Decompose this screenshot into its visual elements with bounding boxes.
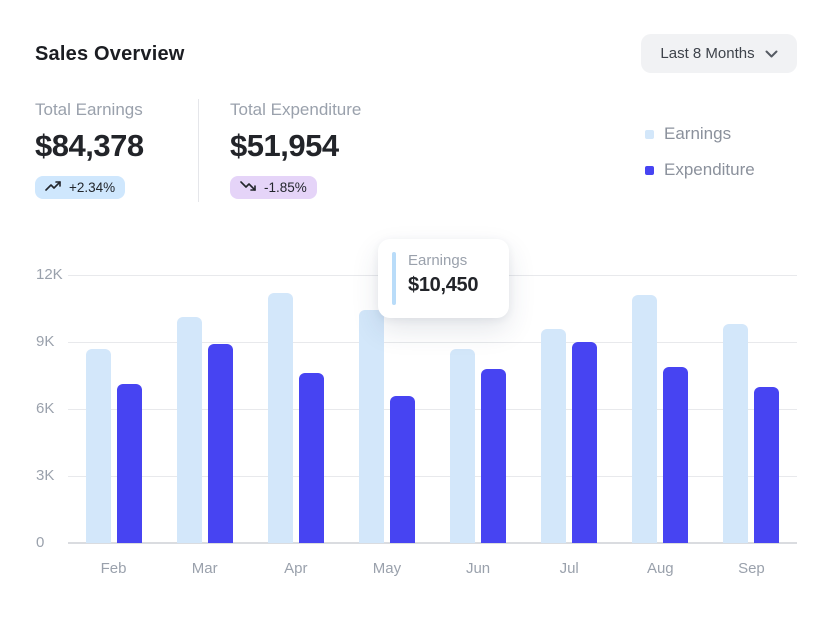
y-axis-tick: 9K xyxy=(36,333,55,350)
gridline xyxy=(68,476,797,477)
bar-group-aug xyxy=(615,275,706,543)
x-axis-label-mar: Mar xyxy=(191,560,218,577)
expenditure-bar-may[interactable] xyxy=(389,395,415,543)
chart-legend: Earnings Expenditure xyxy=(645,124,755,180)
stats-divider xyxy=(198,99,199,202)
expenditure-delta-badge: -1.85% xyxy=(230,176,317,199)
legend-item-earnings[interactable]: Earnings xyxy=(645,124,755,144)
chart-tooltip: Earnings $10,450 xyxy=(378,239,509,318)
earnings-delta-badge: +2.34% xyxy=(35,176,126,199)
expenditure-bar-apr[interactable] xyxy=(298,373,324,543)
bar-group-mar xyxy=(159,275,250,543)
expenditure-bar-aug[interactable] xyxy=(663,366,689,543)
expenditure-bar-sep[interactable] xyxy=(754,386,780,543)
earnings-bar-apr[interactable] xyxy=(267,292,293,543)
tooltip-value: $10,450 xyxy=(408,274,479,296)
bar-group-may xyxy=(341,275,432,543)
gridline xyxy=(68,342,797,343)
x-axis-label-jul: Jul xyxy=(559,560,579,577)
bar-chart-plot-area xyxy=(68,275,797,544)
y-axis-tick: 0 xyxy=(36,534,45,551)
expenditure-bar-jul[interactable] xyxy=(572,342,598,543)
delta-text: +2.34% xyxy=(69,180,116,195)
x-axis-label-sep: Sep xyxy=(738,560,765,577)
earnings-bar-jun[interactable] xyxy=(450,348,476,543)
delta-text: -1.85% xyxy=(264,180,307,195)
trending-down-icon xyxy=(240,180,257,195)
stat-label: Total Expenditure xyxy=(230,100,362,119)
x-axis-label-may: May xyxy=(372,560,402,577)
stat-value: $84,378 xyxy=(35,128,144,163)
date-range-label: Last 8 Months xyxy=(660,45,755,62)
trending-up-icon xyxy=(45,180,62,195)
y-axis-tick: 3K xyxy=(36,467,55,484)
tooltip-accent-bar xyxy=(392,252,396,305)
earnings-bar-mar[interactable] xyxy=(176,317,202,543)
total-earnings-stat: Total Earnings $84,378 +2.34% xyxy=(35,100,144,199)
earnings-bar-feb[interactable] xyxy=(85,348,111,543)
earnings-bar-may[interactable] xyxy=(358,309,384,543)
total-expenditure-stat: Total Expenditure $51,954 -1.85% xyxy=(230,100,361,199)
bars-container xyxy=(68,275,797,543)
earnings-bar-aug[interactable] xyxy=(632,295,658,543)
bar-group-sep xyxy=(706,275,797,543)
x-axis-label-apr: Apr xyxy=(284,560,308,577)
stat-value: $51,954 xyxy=(230,128,339,163)
expenditure-bar-mar[interactable] xyxy=(207,344,233,543)
bar-group-feb xyxy=(68,275,159,543)
x-axis-label-jun: Jun xyxy=(465,560,491,577)
legend-label: Expenditure xyxy=(664,160,755,179)
earnings-bar-jul[interactable] xyxy=(541,328,567,543)
expenditure-swatch-icon xyxy=(645,165,654,175)
bar-group-jul xyxy=(524,275,615,543)
legend-label: Earnings xyxy=(664,124,732,143)
y-axis-tick: 12K xyxy=(36,266,63,283)
tooltip-series-label: Earnings xyxy=(408,252,468,269)
chevron-down-icon xyxy=(765,50,778,58)
bar-group-jun xyxy=(433,275,524,543)
stat-label: Total Earnings xyxy=(35,100,143,119)
x-axis: Feb Mar Apr May Jun Jul Aug Sep xyxy=(68,560,797,577)
page-title: Sales Overview xyxy=(35,43,185,65)
earnings-bar-sep[interactable] xyxy=(723,324,749,543)
legend-item-expenditure[interactable]: Expenditure xyxy=(645,160,755,180)
x-axis-label-aug: Aug xyxy=(646,560,674,577)
x-axis-baseline xyxy=(68,542,797,544)
expenditure-bar-feb[interactable] xyxy=(116,384,142,543)
gridline xyxy=(68,409,797,410)
y-axis-tick: 6K xyxy=(36,400,55,417)
expenditure-bar-jun[interactable] xyxy=(481,368,507,543)
x-axis-label-feb: Feb xyxy=(100,560,127,577)
bar-group-apr xyxy=(250,275,341,543)
date-range-dropdown[interactable]: Last 8 Months xyxy=(641,34,797,73)
earnings-swatch-icon xyxy=(645,129,654,139)
